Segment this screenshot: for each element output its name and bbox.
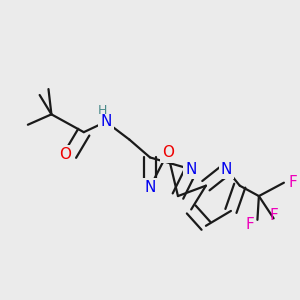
Text: O: O [59, 147, 71, 162]
Text: F: F [269, 208, 278, 223]
Text: N: N [100, 114, 112, 129]
Text: F: F [246, 217, 254, 232]
Text: N: N [144, 180, 156, 195]
Text: O: O [162, 146, 174, 160]
Text: H: H [98, 104, 108, 117]
Text: N: N [185, 162, 197, 177]
Text: F: F [288, 175, 297, 190]
Text: N: N [221, 162, 232, 177]
